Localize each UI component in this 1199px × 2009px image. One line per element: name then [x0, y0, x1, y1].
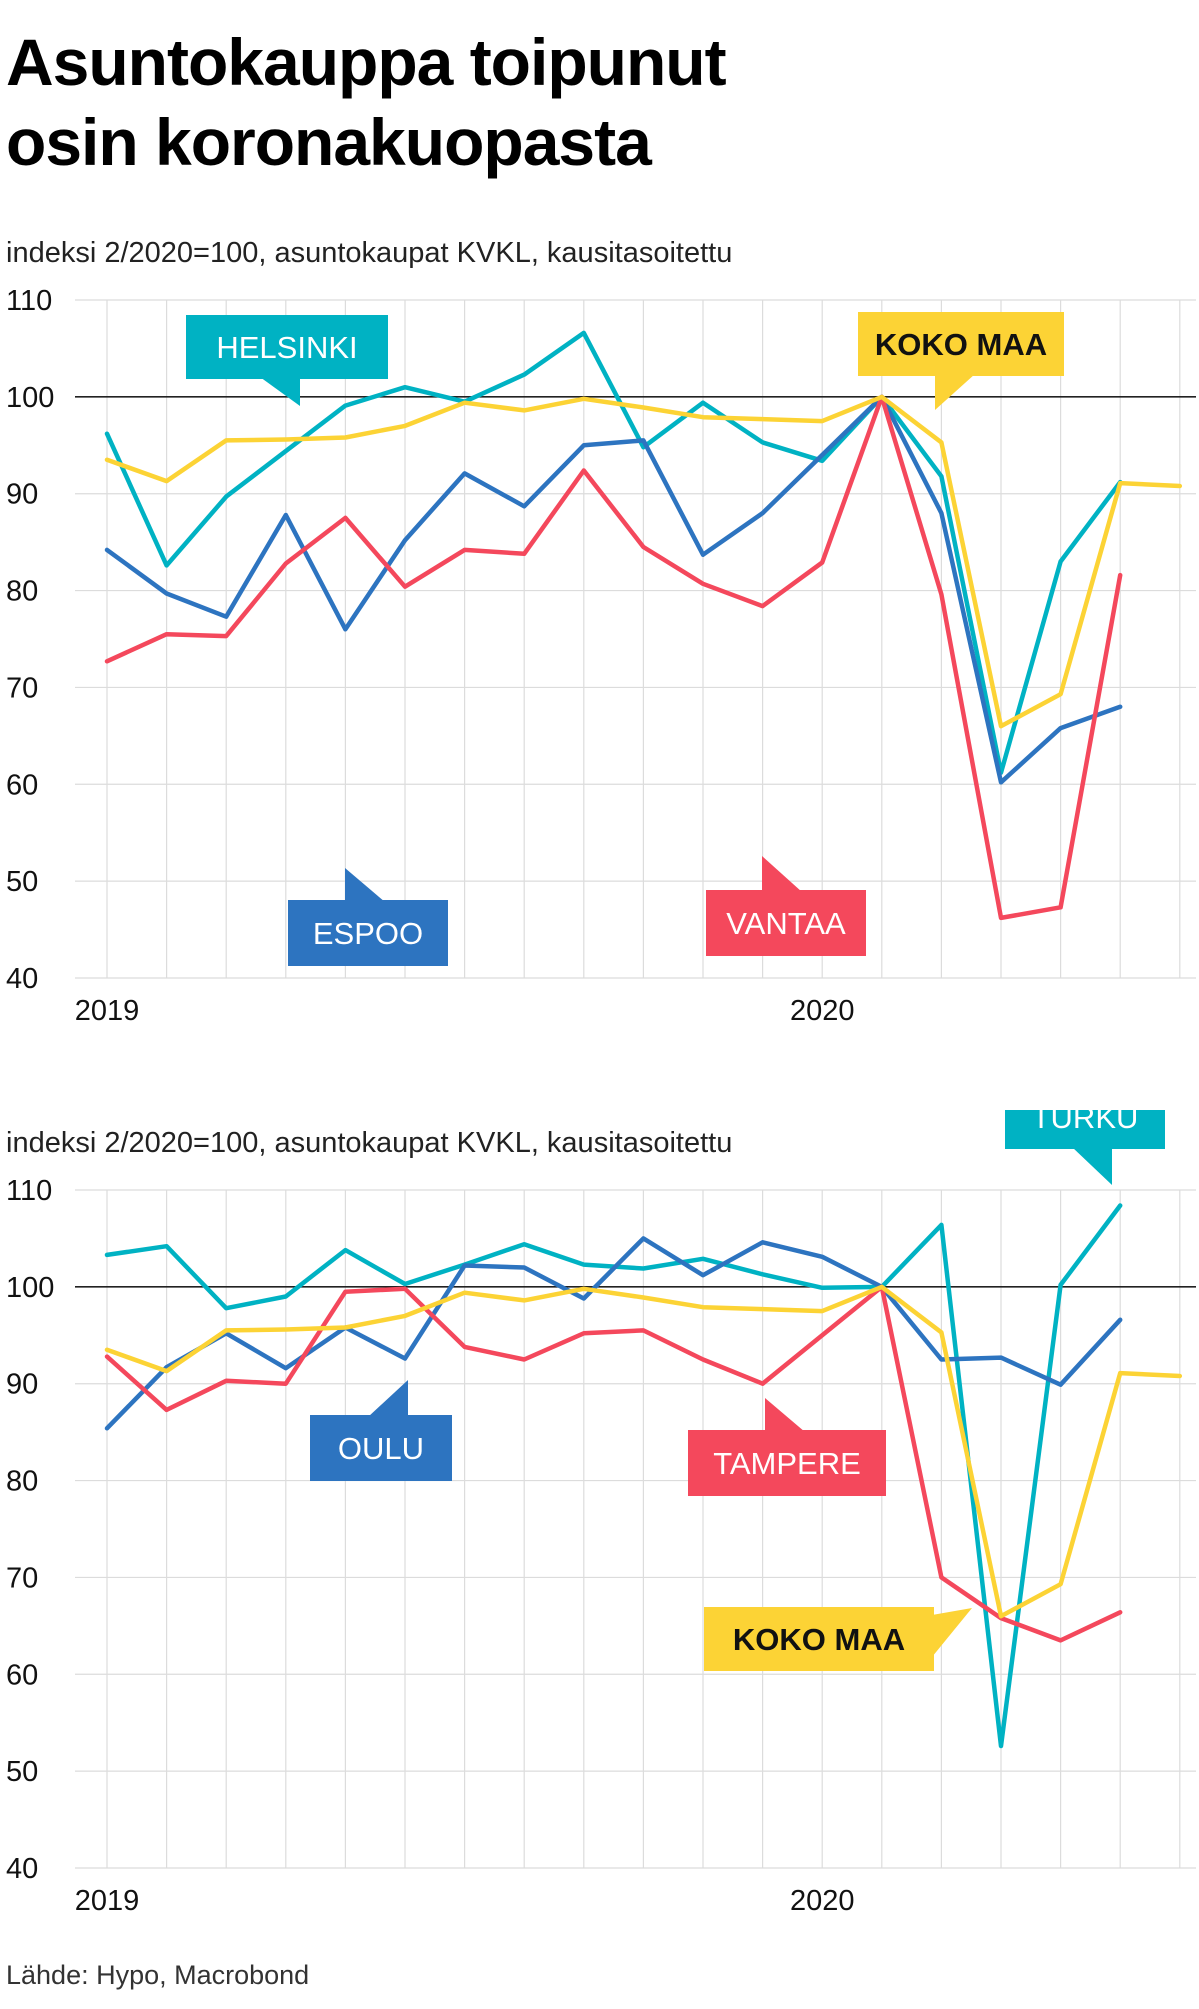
- y-tick-label: 70: [6, 1562, 38, 1594]
- x-tick-label: 2019: [75, 995, 140, 1027]
- page-title: Asuntokauppa toipunut osin koronakuopast…: [6, 22, 1156, 182]
- label-pointer: [260, 377, 300, 406]
- label-tampere: TAMPERE: [688, 1398, 886, 1496]
- title-line-1: Asuntokauppa toipunut: [6, 25, 727, 99]
- label-pointer: [765, 1398, 805, 1432]
- series-line-koko-maa: [104, 1284, 1183, 1619]
- x-tick-label: 2019: [75, 1885, 140, 1917]
- title-line-2: osin koronakuopasta: [6, 105, 652, 179]
- chart-helsinki-espoo-vantaa: indeksi 2/2020=100, asuntokaupat KVKL, k…: [6, 237, 1196, 1027]
- label-box: [706, 890, 866, 956]
- label-box: [688, 1430, 886, 1496]
- y-tick-label: 60: [6, 1659, 38, 1691]
- label-box: [310, 1415, 452, 1481]
- series-line-helsinki: [104, 330, 1123, 775]
- y-tick-label: 100: [6, 1272, 54, 1304]
- y-tick-label: 60: [6, 769, 38, 801]
- y-tick-label: 110: [6, 1175, 52, 1207]
- label-text: TURKU: [1032, 1110, 1139, 1135]
- label-box: [186, 315, 388, 379]
- label-koko-maa: KOKO MAA: [858, 312, 1064, 410]
- gridlines: [75, 299, 1196, 979]
- series-line-espoo: [104, 394, 1123, 785]
- series-line-tampere: [104, 1284, 1123, 1643]
- y-tick-label: 90: [6, 479, 38, 511]
- chart-turku-oulu-tampere: indeksi 2/2020=100, asuntokaupat KVKL, k…: [6, 1110, 1196, 1917]
- label-text: KOKO MAA: [875, 327, 1047, 362]
- source-note: Lähde: Hypo, Macrobond: [6, 1960, 310, 1990]
- chart-subtitle: indeksi 2/2020=100, asuntokaupat KVKL, k…: [6, 1127, 732, 1159]
- label-espoo: ESPOO: [288, 868, 448, 966]
- label-pointer: [762, 856, 802, 892]
- label-pointer: [932, 1608, 972, 1657]
- label-pointer: [368, 1380, 408, 1417]
- label-box: [704, 1607, 934, 1671]
- gridlines: [75, 1189, 1196, 1869]
- label-box: [858, 312, 1064, 376]
- y-tick-label: 40: [6, 1853, 38, 1885]
- label-text: ESPOO: [313, 916, 423, 951]
- y-tick-label: 50: [6, 1756, 38, 1788]
- x-tick-label: 2020: [790, 995, 855, 1027]
- y-tick-label: 70: [6, 672, 38, 704]
- label-helsinki: HELSINKI: [186, 315, 388, 406]
- series-line-koko-maa: [104, 394, 1183, 729]
- label-text: VANTAA: [726, 906, 846, 941]
- label-oulu: OULU: [310, 1380, 452, 1481]
- series-line-oulu: [104, 1236, 1123, 1431]
- x-tick-label: 2020: [790, 1885, 855, 1917]
- y-tick-label: 110: [6, 285, 52, 317]
- label-pointer: [935, 374, 975, 410]
- label-pointer: [1072, 1147, 1112, 1185]
- label-turku: TURKU: [1005, 1110, 1165, 1185]
- label-box: [288, 900, 448, 966]
- label-pointer: [345, 868, 385, 902]
- y-tick-label: 50: [6, 866, 38, 898]
- y-tick-label: 80: [6, 576, 38, 608]
- label-text: KOKO MAA: [733, 1622, 905, 1657]
- label-koko-maa: KOKO MAA: [704, 1607, 972, 1671]
- y-tick-label: 100: [6, 382, 54, 414]
- y-tick-label: 40: [6, 963, 38, 995]
- label-vantaa: VANTAA: [706, 856, 866, 956]
- label-text: TAMPERE: [713, 1446, 861, 1481]
- label-text: HELSINKI: [216, 330, 357, 365]
- y-tick-label: 80: [6, 1466, 38, 1498]
- chart-subtitle: indeksi 2/2020=100, asuntokaupat KVKL, k…: [6, 237, 732, 269]
- label-text: OULU: [338, 1431, 424, 1466]
- label-box: [1005, 1110, 1165, 1149]
- y-tick-label: 90: [6, 1369, 38, 1401]
- series-line-vantaa: [104, 394, 1123, 921]
